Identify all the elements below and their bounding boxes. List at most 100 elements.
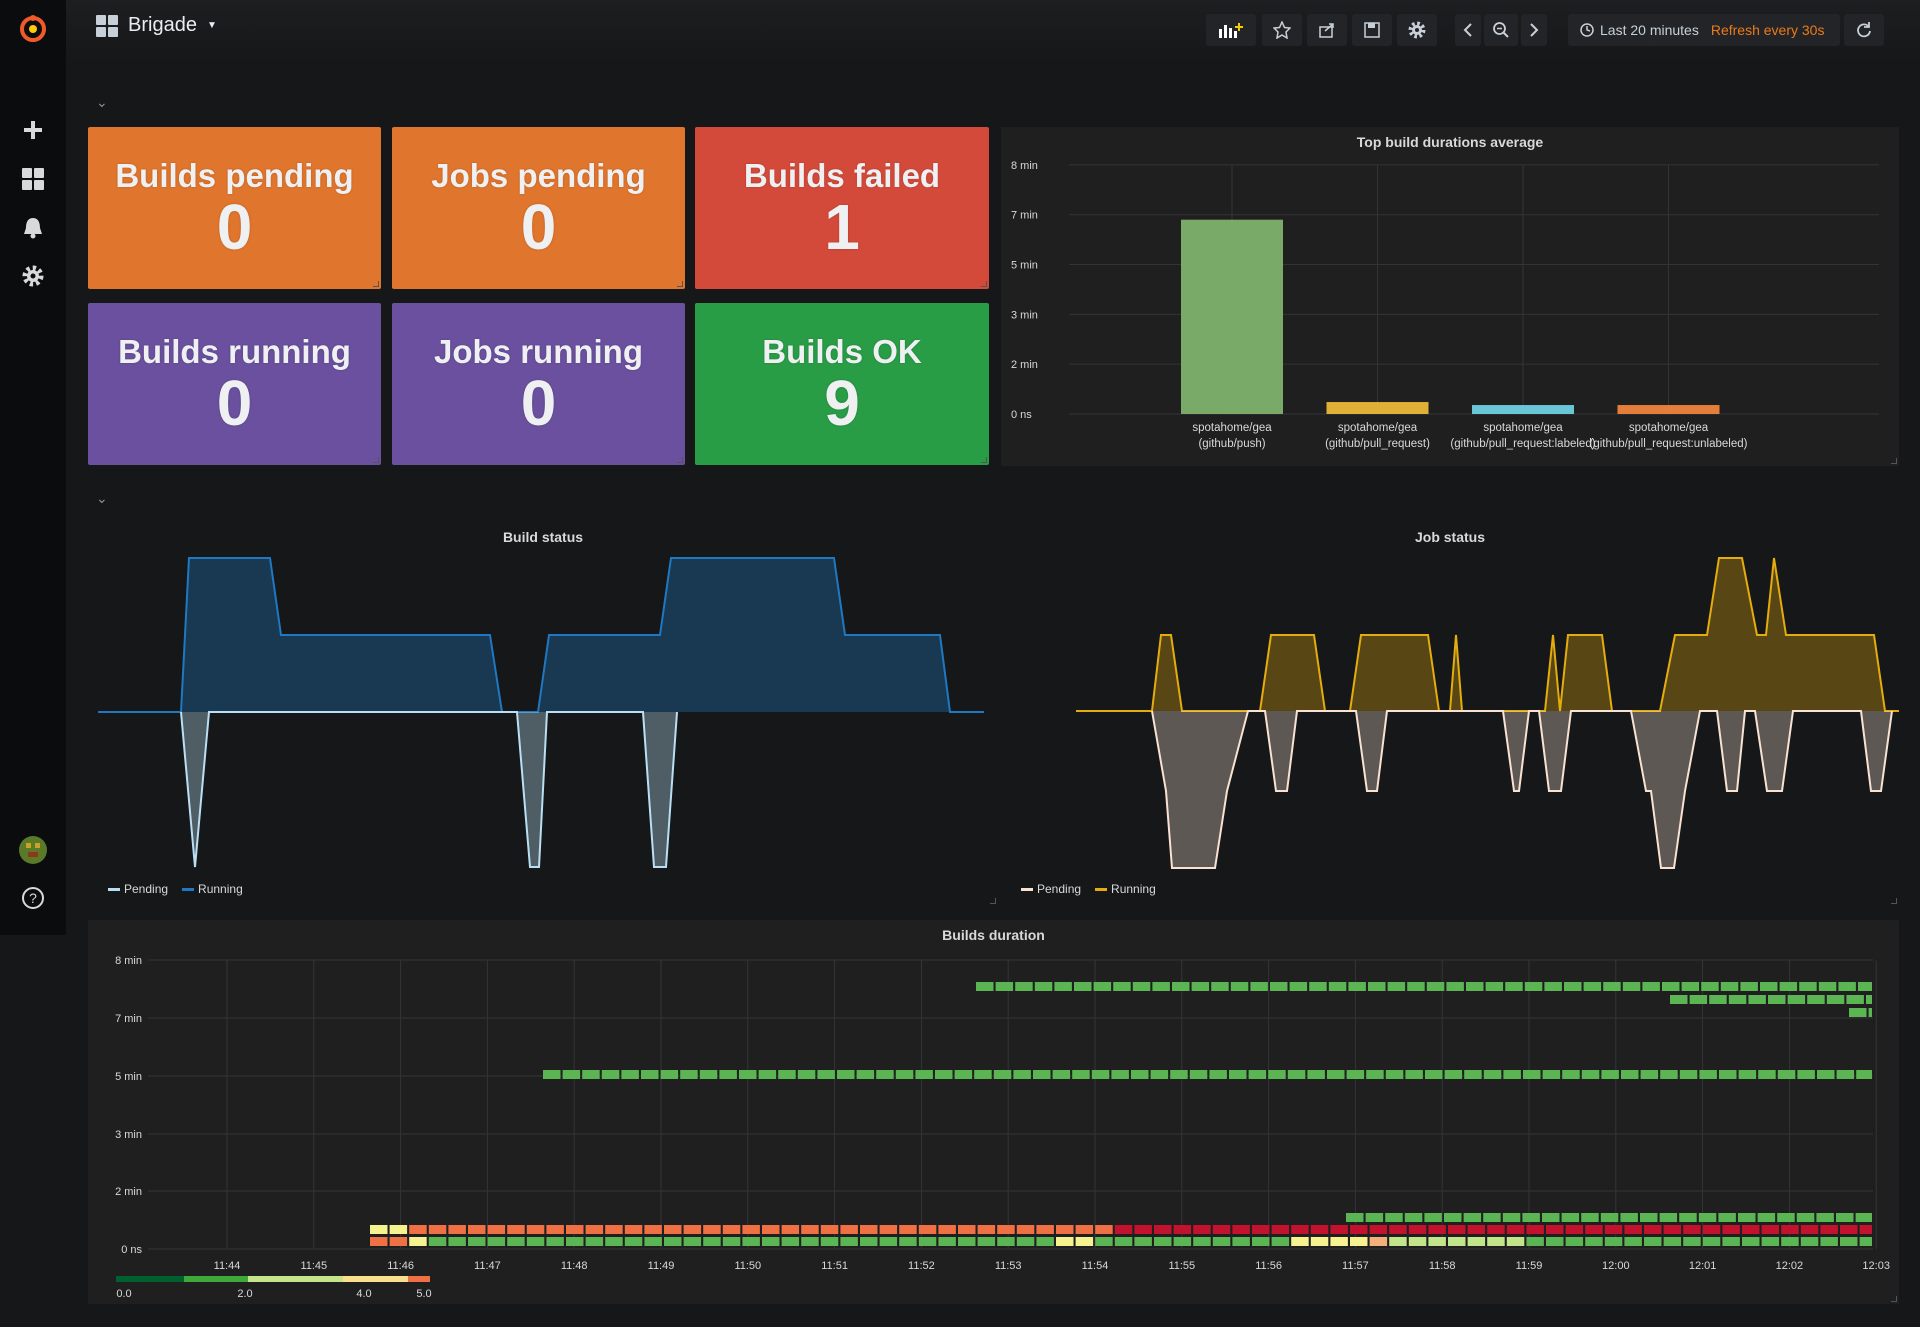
color-scale-segment	[184, 1276, 248, 1282]
grafana-logo-icon[interactable]	[18, 14, 48, 44]
x-tick-label: 12:00	[1602, 1260, 1630, 1272]
x-tick-label: 11:48	[561, 1260, 588, 1272]
heatmap-cell	[1212, 1225, 1231, 1234]
stat-builds-failed[interactable]: Builds failed 1	[695, 127, 989, 289]
legend-item-pending[interactable]: Pending	[108, 882, 168, 896]
heatmap-cell	[860, 1225, 878, 1234]
add-panel-button[interactable]	[1206, 14, 1256, 46]
heatmap-cell	[1800, 1237, 1819, 1246]
heatmap-cell	[958, 1225, 976, 1234]
stat-builds-pending[interactable]: Builds pending 0	[88, 127, 381, 289]
heatmap-cell	[1134, 1225, 1152, 1234]
heatmap-cell	[1799, 982, 1817, 991]
heatmap-cell	[526, 1225, 545, 1234]
dashboard-picker[interactable]: Brigade ▼	[96, 14, 217, 37]
resize-handle[interactable]	[981, 281, 987, 287]
resize-handle[interactable]	[990, 898, 996, 904]
heatmap-cell	[1173, 1237, 1192, 1246]
row-collapse-chevron-icon[interactable]: ⌄	[96, 94, 108, 110]
share-button[interactable]	[1307, 14, 1347, 46]
heatmap-cell	[1506, 1225, 1525, 1234]
heatmap-cell	[1683, 1225, 1701, 1234]
stat-builds-running[interactable]: Builds running 0	[88, 303, 381, 465]
heatmap-cell	[601, 1070, 620, 1079]
alerting-bell-icon[interactable]	[18, 213, 48, 243]
legend-item-pending[interactable]: Pending	[1021, 882, 1081, 896]
heatmap-cell	[758, 1070, 777, 1079]
heatmap-cell	[879, 1225, 898, 1234]
heatmap-cell	[1698, 1213, 1717, 1222]
resize-handle[interactable]	[373, 457, 379, 463]
dashboards-grid-icon[interactable]	[18, 164, 48, 194]
heatmap-cell	[1072, 1070, 1090, 1079]
heatmap-cell	[1662, 982, 1680, 991]
heatmap-cell	[1091, 1070, 1110, 1079]
heatmap-cell	[1016, 1237, 1035, 1246]
configuration-gear-icon[interactable]	[18, 261, 48, 291]
heatmap-cell	[1820, 1225, 1838, 1234]
time-back-button[interactable]	[1455, 14, 1481, 46]
resize-handle[interactable]	[677, 281, 683, 287]
x-tick-label: 11:44	[214, 1260, 241, 1272]
save-button[interactable]	[1352, 14, 1392, 46]
heatmap-cell	[1193, 1237, 1211, 1246]
heatmap-cell	[1271, 1237, 1290, 1246]
panel-job-status[interactable]: Job status Pending Running	[1001, 519, 1899, 906]
user-avatar[interactable]	[18, 835, 48, 865]
heatmap-cell	[1232, 1225, 1250, 1234]
panel-build-status[interactable]: Build status Pending Running	[88, 519, 998, 906]
heatmap-cell	[1193, 1225, 1211, 1234]
x-tick-label: 12:01	[1689, 1260, 1717, 1272]
heatmap-cell	[1526, 1225, 1544, 1234]
legend-item-running[interactable]: Running	[182, 882, 243, 896]
heatmap-cell	[935, 1070, 953, 1079]
create-plus-icon[interactable]	[18, 115, 48, 145]
star-button[interactable]	[1262, 14, 1302, 46]
help-icon[interactable]: ?	[18, 883, 48, 913]
heatmap-cell	[1291, 1237, 1309, 1246]
time-range-picker[interactable]: Last 20 minutes Refresh every 30s	[1568, 14, 1840, 46]
heatmap-cell	[1191, 982, 1210, 991]
x-tick-label: 11:55	[1168, 1260, 1195, 1272]
pending-line	[180, 711, 678, 868]
row-collapse-chevron-icon[interactable]: ⌄	[96, 490, 108, 506]
resize-handle[interactable]	[1891, 1296, 1897, 1302]
heatmap-cell	[1230, 982, 1249, 991]
heatmap-cell	[1428, 1225, 1446, 1234]
heatmap-cell	[1408, 1237, 1427, 1246]
heatmap-cell	[739, 1070, 757, 1079]
heatmap-cell	[1426, 982, 1445, 991]
heatmap-cell	[1728, 995, 1747, 1004]
heatmap-cell	[1523, 1070, 1541, 1079]
heatmap-cell	[1748, 995, 1766, 1004]
resize-handle[interactable]	[677, 457, 683, 463]
legend-item-running[interactable]: Running	[1095, 882, 1156, 896]
heatmap-cell	[958, 1237, 976, 1246]
resize-handle[interactable]	[1891, 458, 1897, 464]
panel-top-build-durations[interactable]: Top build durations average 0 ns 2 min 3 m…	[1001, 127, 1899, 466]
heatmap-cell	[1033, 1070, 1051, 1079]
heatmap-cell	[1209, 1070, 1227, 1079]
panel-builds-duration[interactable]: Builds duration 8 min 7 min 5 min 3 min 2 mi…	[88, 920, 1899, 1304]
zoom-out-button[interactable]	[1484, 14, 1518, 46]
heatmap-cell	[1720, 982, 1739, 991]
heatmap-cell	[1604, 1237, 1623, 1246]
stat-jobs-pending[interactable]: Jobs pending 0	[392, 127, 685, 289]
resize-handle[interactable]	[373, 281, 379, 287]
zoom-out-icon	[1493, 22, 1509, 38]
heatmap-cell	[1506, 1237, 1525, 1246]
heatmap-cell	[1389, 1225, 1407, 1234]
heatmap-cell	[1056, 1237, 1074, 1246]
stat-builds-ok[interactable]: Builds OK 9	[695, 303, 989, 465]
resize-handle[interactable]	[1891, 898, 1897, 904]
heatmap-cell	[1248, 1070, 1267, 1079]
stat-jobs-running[interactable]: Jobs running 0	[392, 303, 685, 465]
heatmap-cell	[487, 1225, 506, 1234]
resize-handle[interactable]	[981, 457, 987, 463]
heatmap-cell	[1075, 1237, 1094, 1246]
refresh-button[interactable]	[1844, 14, 1884, 46]
heatmap-cell	[856, 1070, 875, 1079]
heatmap-cell	[781, 1237, 800, 1246]
time-forward-button[interactable]	[1521, 14, 1547, 46]
settings-button[interactable]	[1397, 14, 1437, 46]
